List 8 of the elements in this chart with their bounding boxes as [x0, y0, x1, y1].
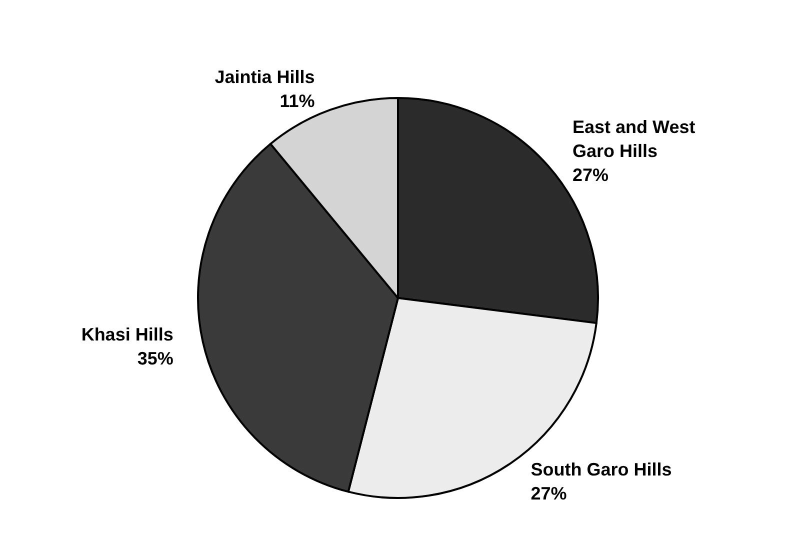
data-label: 27% [530, 484, 567, 504]
slice-label: Khasi Hills [81, 324, 174, 344]
data-label: 27% [572, 165, 609, 186]
slice-label: East and West Garo Hills [572, 117, 700, 162]
slice-label: Jaintia Hills [214, 67, 315, 88]
data-label: 35% [137, 348, 174, 368]
data-label: 11% [280, 91, 315, 112]
slice-label: South Garo Hills [530, 460, 672, 480]
